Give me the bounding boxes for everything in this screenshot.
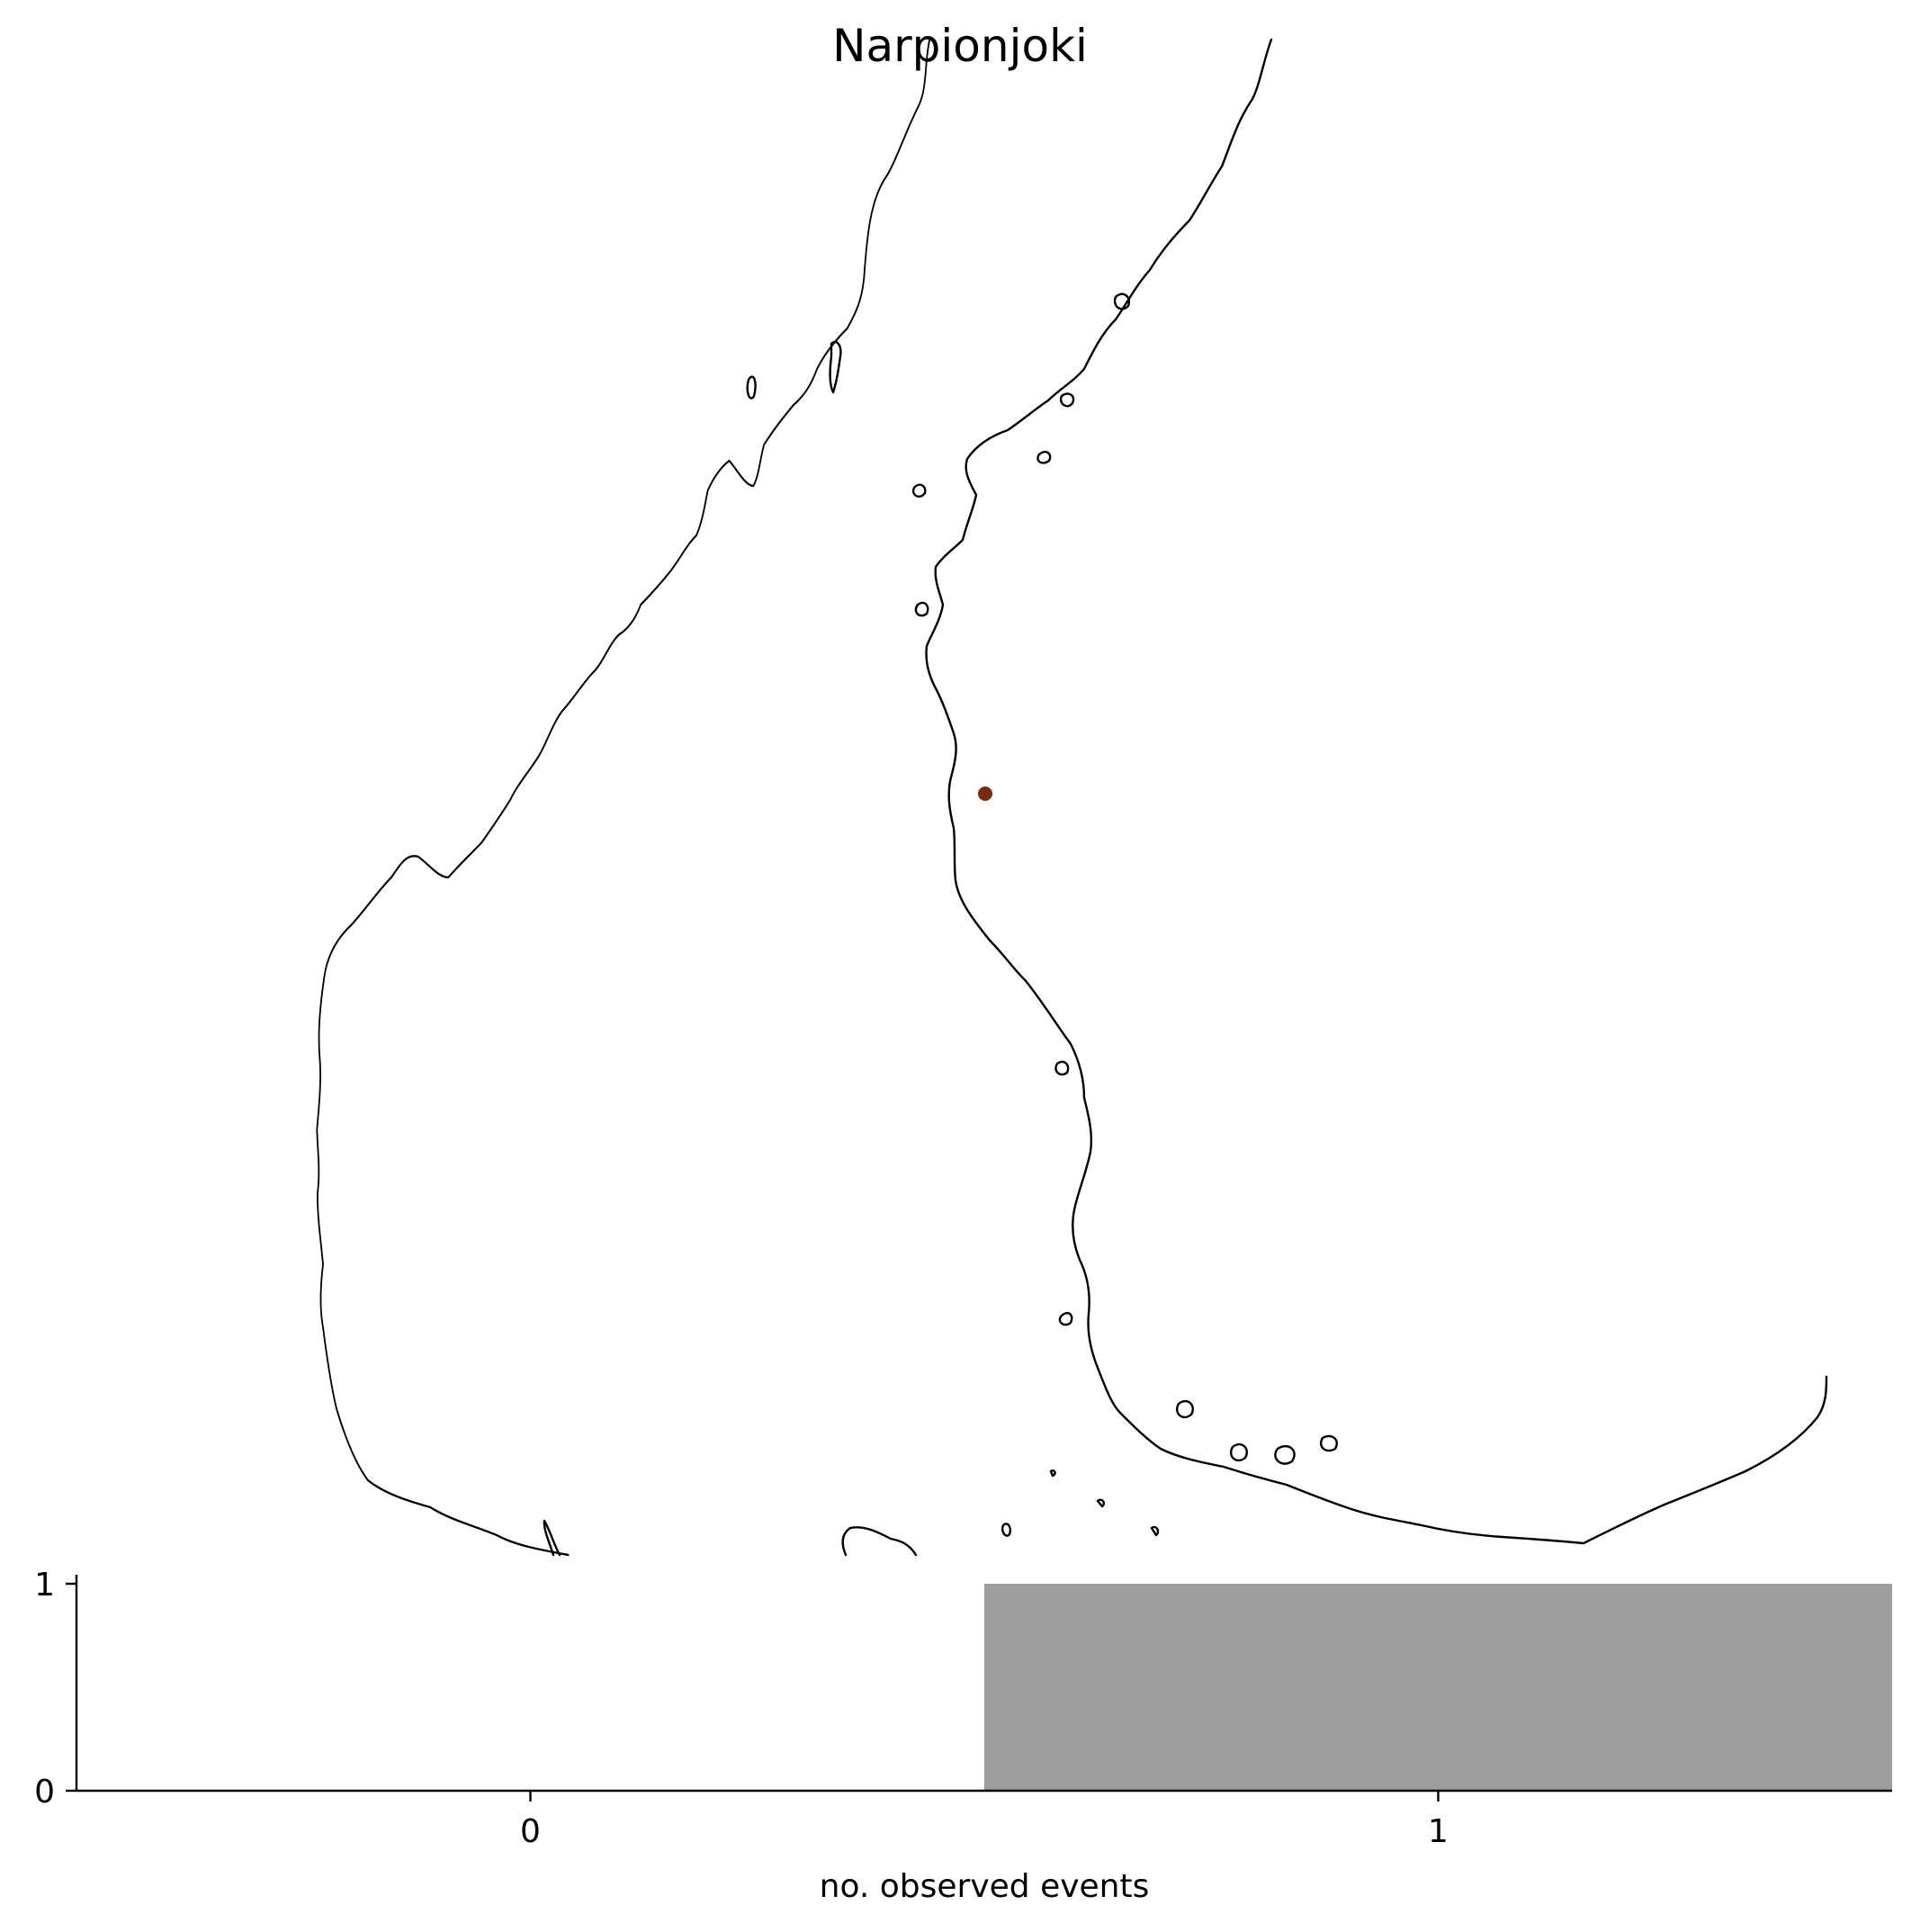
map-title: Narpionjoki <box>832 20 1088 72</box>
x-tick-label-0: 0 <box>520 1813 541 1850</box>
coastline-sweden <box>316 38 931 1557</box>
x-axis-label: no. observed events <box>820 1868 1150 1905</box>
y-tick-label-0: 0 <box>34 1774 55 1811</box>
coastline-northern-islands <box>746 340 842 400</box>
bar-1 <box>984 1584 1892 1791</box>
coastline-layer <box>316 38 1828 1557</box>
coastline-islands <box>911 292 1338 1465</box>
coastline-finland <box>925 38 1828 1545</box>
y-tick-label-1: 1 <box>34 1567 55 1604</box>
map-panel: Narpionjoki <box>832 20 1088 72</box>
bar-chart: 0 1 0 1 no. observed events <box>34 1567 1892 1905</box>
location-marker <box>978 786 992 801</box>
coastline-south <box>543 1469 1160 1557</box>
x-tick-label-1: 1 <box>1428 1813 1449 1850</box>
